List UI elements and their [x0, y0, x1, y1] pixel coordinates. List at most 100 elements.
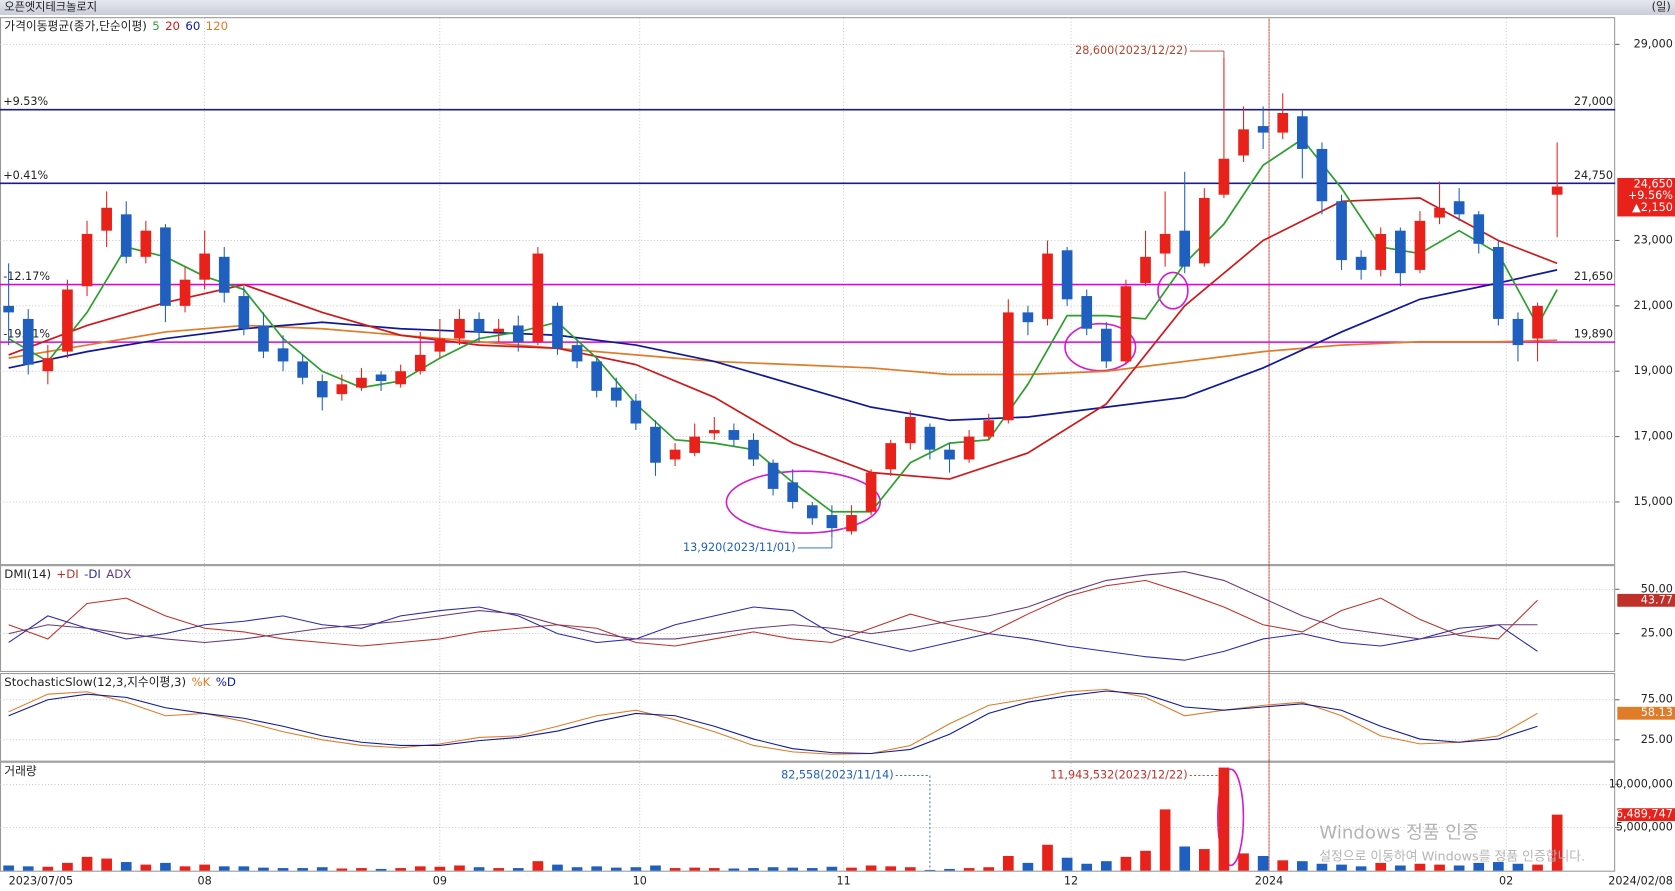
volume-bar [62, 862, 73, 871]
moving-average [8, 269, 1558, 422]
x-tick-label: 09 [433, 874, 447, 887]
volume-bar [787, 867, 799, 871]
candle-body [356, 377, 367, 388]
volume-bar [297, 868, 308, 871]
candle-body [1532, 305, 1543, 339]
x-tick-label: 11 [837, 874, 851, 887]
candle-body [1218, 158, 1230, 195]
y-tick-label: 25.00 [1641, 627, 1673, 640]
candle-body [728, 430, 740, 440]
frame [0, 673, 1616, 762]
volume-bar [1375, 862, 1387, 871]
volume-bar [512, 868, 524, 871]
y-tick-label: 10,000,000 [1609, 777, 1673, 790]
candle-body [1493, 247, 1504, 319]
candle-body [865, 472, 877, 512]
volume-bar [1296, 861, 1308, 871]
value-box-label: 58.13 [1641, 706, 1673, 719]
candle-body [336, 384, 348, 395]
volume-bar [277, 868, 289, 871]
candle-body [454, 318, 465, 339]
candle-body [1159, 233, 1171, 254]
panel-title: 거래량 [4, 764, 37, 778]
annotation: 82,558(2023/11/14) [781, 769, 894, 782]
legend-entry: -DI [84, 567, 101, 581]
last-price-box [1617, 177, 1675, 217]
volume-bar [689, 867, 701, 871]
volume-bar [1355, 866, 1367, 871]
y-tick-label: 50.00 [1641, 582, 1673, 595]
candle-body [199, 253, 210, 280]
volume-bar [1238, 853, 1249, 871]
volume-bar [1316, 863, 1328, 871]
candle-body [1179, 230, 1191, 267]
candle-body [806, 505, 818, 519]
candle-body [512, 325, 524, 342]
reference-pct: +0.41% [3, 169, 48, 182]
volume-bar [336, 868, 348, 871]
candle-body [571, 345, 583, 362]
value-box-label: 6,489,747 [1616, 808, 1673, 821]
candle-body [1277, 112, 1289, 133]
volume-bar [1061, 857, 1073, 871]
candle-body [1414, 220, 1426, 270]
candle-body [552, 305, 563, 349]
candle-body [826, 515, 838, 529]
volume-bar [650, 865, 661, 871]
volume-bar [414, 866, 426, 871]
volume-bar [473, 867, 485, 871]
y-tick-label: 29,000 [1634, 37, 1673, 50]
candle-body [218, 256, 230, 293]
value-box [1617, 808, 1675, 822]
volume-bar [944, 868, 955, 871]
candle-body [669, 449, 681, 460]
volume-bar [101, 858, 112, 871]
volume-bar [846, 867, 857, 871]
volume-bar [963, 868, 975, 871]
volume-bar [904, 867, 916, 871]
volume-bar [42, 866, 54, 871]
volume-bar [1218, 767, 1230, 871]
volume-bar [885, 866, 897, 871]
candle-body [904, 416, 916, 444]
volume-bar [1551, 814, 1563, 871]
volume-bar [924, 869, 936, 871]
value-box [1617, 593, 1675, 607]
volume-bar [1042, 844, 1053, 871]
annotation: 13,920(2023/11/01) [683, 541, 796, 554]
volume-bar [865, 865, 877, 871]
volume-bar [316, 867, 328, 871]
x-tick-label: 08 [198, 874, 212, 887]
last-change: ▲2,150 [1632, 201, 1673, 214]
candle-body [532, 253, 544, 342]
indicator-line [8, 688, 1538, 755]
candle-body [473, 318, 485, 332]
volume-bar [1532, 864, 1543, 871]
candle-body [1453, 201, 1465, 215]
panel-title: DMI(14) [4, 567, 51, 581]
candle-body [277, 348, 289, 362]
candle-body [650, 426, 661, 463]
candle-body [767, 462, 779, 489]
title-bar [0, 0, 1675, 15]
volume-bar [1022, 862, 1034, 871]
legend-entry: 120 [206, 19, 228, 33]
volume-bar [493, 868, 505, 871]
candle-body [748, 439, 759, 460]
volume-bar [610, 867, 622, 871]
candle-body [924, 426, 936, 450]
value-box-label: 43.77 [1641, 593, 1673, 606]
candle-body [1022, 312, 1034, 323]
legend-entry: 60 [185, 19, 200, 33]
volume-bar [532, 861, 544, 871]
volume-bar [1493, 862, 1504, 871]
candle-body [160, 227, 171, 306]
candle-body [414, 354, 426, 372]
candle-body [1473, 214, 1485, 244]
watermark-text: 설정으로 이동하여 Windows를 정품 인증합니다. [1319, 849, 1585, 864]
annotation: 11,943,532(2023/12/22) [1050, 769, 1187, 782]
indicator-line [8, 606, 1538, 661]
volume-bar [630, 867, 642, 871]
candle-body [1355, 256, 1367, 270]
